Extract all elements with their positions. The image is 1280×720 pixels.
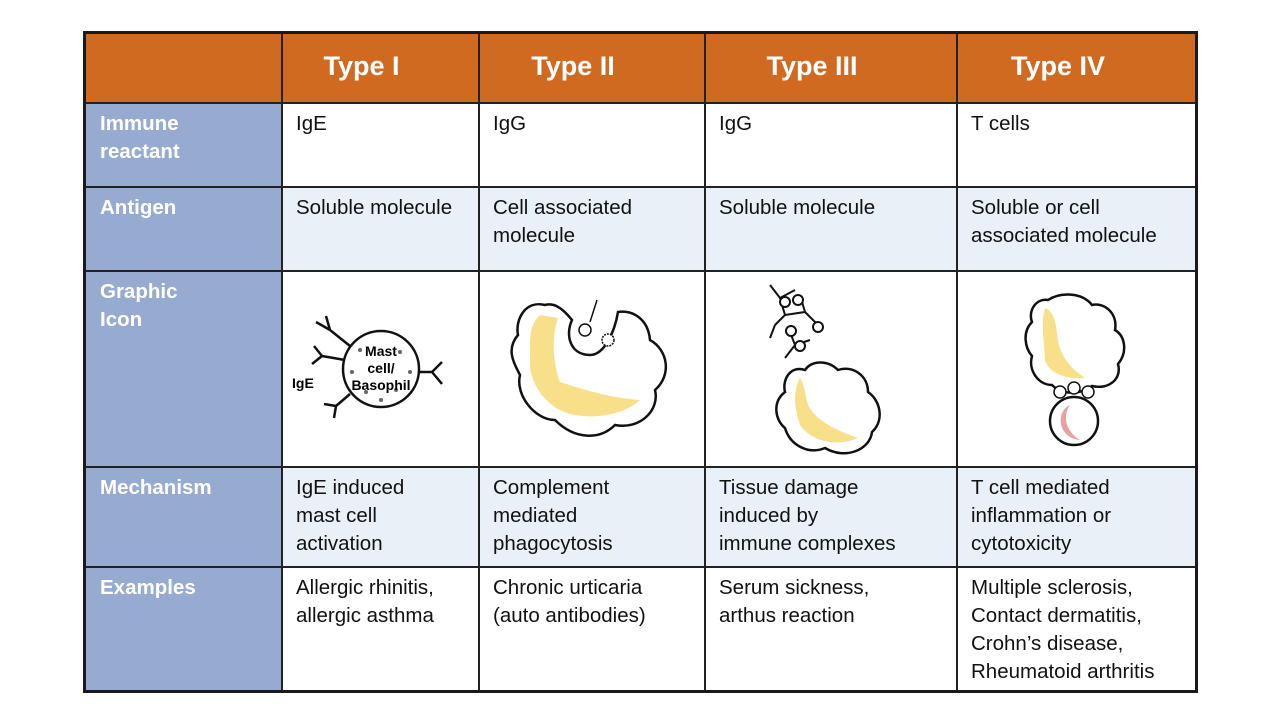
cell-text: phagocytosis <box>493 532 613 555</box>
cell-text: IgG <box>493 112 527 135</box>
table-cell <box>479 467 705 567</box>
header-cell <box>705 32 957 103</box>
cell-text: mediated <box>493 504 578 527</box>
cell-text: induced by <box>719 504 819 527</box>
column-header: Type III <box>766 51 858 81</box>
cell-text: IgE <box>296 112 327 135</box>
cell-text: cytotoxicity <box>971 532 1072 555</box>
table-cell <box>479 271 705 467</box>
cell-text: Chronic urticaria <box>493 576 643 599</box>
cell-text: associated molecule <box>971 224 1157 247</box>
cell-text: Contact dermatitis, <box>971 604 1142 627</box>
column-header: Type I <box>323 51 400 81</box>
cell-text: Tissue damage <box>719 476 859 499</box>
cell-text: Rheumatoid arthritis <box>971 660 1155 683</box>
row-label: reactant <box>100 140 180 163</box>
cell-text: Soluble or cell <box>971 196 1100 219</box>
table-cell <box>705 103 957 187</box>
table-cell <box>705 567 957 692</box>
cell-text: IgG <box>719 112 753 135</box>
table-cell <box>957 187 1197 271</box>
table-cell <box>282 467 479 567</box>
table-cell <box>282 103 479 187</box>
row-label: Icon <box>100 308 143 331</box>
cell-text: immune complexes <box>719 532 896 555</box>
table-cell <box>479 103 705 187</box>
cell-text: Crohn’s disease, <box>971 632 1124 655</box>
row-label: Graphic <box>100 280 178 303</box>
cell-text: Serum sickness, <box>719 576 870 599</box>
table-cell <box>957 103 1197 187</box>
row-label: Examples <box>100 576 196 599</box>
table-cell <box>705 467 957 567</box>
header-cell <box>957 32 1197 103</box>
table-cell <box>957 467 1197 567</box>
row-label-cell <box>84 271 282 467</box>
table-cell <box>282 271 479 467</box>
table-cell <box>705 187 957 271</box>
header-corner <box>84 32 282 103</box>
row-label-cell <box>84 567 282 692</box>
row-label: Antigen <box>100 196 177 219</box>
row-label-cell <box>84 187 282 271</box>
column-header: Type II <box>531 51 615 81</box>
cell-text: molecule <box>493 224 576 247</box>
table-cell <box>957 271 1197 467</box>
row-label-cell <box>84 103 282 187</box>
cell-text: mast cell <box>296 504 377 527</box>
cell-text: Multiple sclerosis, <box>971 576 1133 599</box>
row-label: Immune <box>100 112 179 135</box>
table-cell <box>705 271 957 467</box>
row-label-cell <box>84 467 282 567</box>
cell-text: Allergic rhinitis, <box>296 576 434 599</box>
table-cell <box>282 187 479 271</box>
cell-text: activation <box>296 532 383 555</box>
table-cell <box>957 567 1197 692</box>
cell-text: Soluble molecule <box>296 196 453 219</box>
table-cell <box>479 567 705 692</box>
row-label: Mechanism <box>100 476 212 499</box>
cell-text: Cell associated <box>493 196 633 219</box>
cell-text: T cell mediated <box>971 476 1110 499</box>
cell-text: Complement <box>493 476 610 499</box>
cell-text: Soluble molecule <box>719 196 876 219</box>
header-cell <box>479 32 705 103</box>
cell-text: inflammation or <box>971 504 1112 527</box>
column-header: Type IV <box>1010 51 1106 81</box>
table-cell <box>479 187 705 271</box>
cell-text: arthus reaction <box>719 604 855 627</box>
cell-text: T cells <box>971 112 1030 135</box>
cell-text: allergic asthma <box>296 604 434 627</box>
cell-text: IgE induced <box>296 476 405 499</box>
cell-text: (auto antibodies) <box>493 604 646 627</box>
